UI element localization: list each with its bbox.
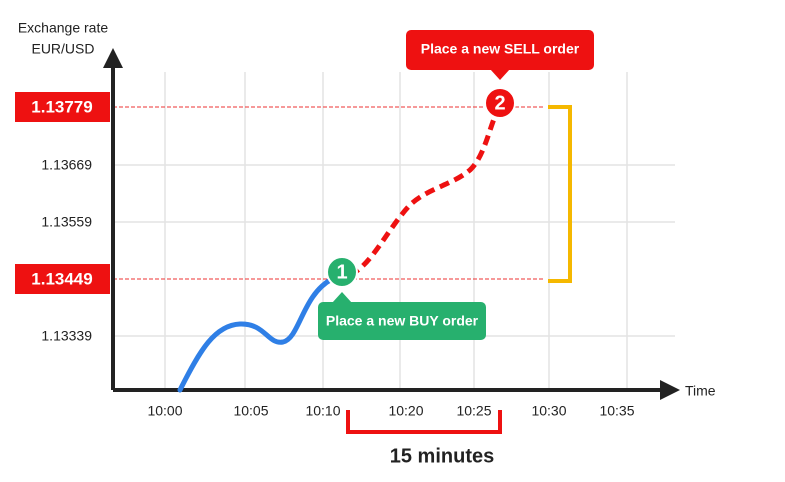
x-tick-label: 10:10: [305, 403, 340, 419]
callout-box: [406, 30, 594, 70]
x-tick-label: 10:25: [456, 403, 491, 419]
x-tick-label: 10:20: [388, 403, 423, 419]
callout-box: [318, 302, 486, 340]
step-marker: [484, 87, 516, 119]
x-tick-label: 10:35: [599, 403, 634, 419]
step-marker: [326, 256, 358, 288]
y-tick-label: 1.13559: [41, 214, 92, 230]
grid: [113, 72, 675, 390]
range-bracket: [548, 105, 572, 283]
y-tick-label: 1.13449: [31, 269, 92, 288]
y-tick-label: 1.13339: [41, 328, 92, 344]
x-tick-label: 10:05: [233, 403, 268, 419]
y-axis-label: Exchange rate: [18, 20, 108, 36]
forecast-line: [348, 104, 503, 278]
x-tick-label: 10:30: [531, 403, 566, 419]
time-bracket: [346, 410, 502, 434]
x-tick-label: 10:00: [147, 403, 182, 419]
y-axis-label: EUR/USD: [31, 41, 94, 57]
highlight-box: [15, 264, 110, 294]
price-line: [177, 276, 335, 393]
y-tick-label: 1.13779: [31, 97, 92, 116]
callout-pointer: [490, 69, 510, 80]
duration-label: 15 minutes: [390, 445, 494, 467]
highlight-box: [15, 92, 110, 122]
callout-text: Place a new SELL order: [421, 41, 580, 57]
buy-callout: Place a new BUY order 1: [318, 256, 486, 340]
x-axis-label: Time: [685, 383, 716, 399]
sell-callout: Place a new SELL order 2: [406, 30, 594, 119]
y-axis-arrow: [103, 48, 123, 68]
callout-text: Place a new BUY order: [326, 313, 479, 329]
callout-pointer: [332, 292, 352, 303]
y-tick-label: 1.13669: [41, 157, 92, 173]
step-number: 1: [336, 261, 347, 283]
step-number: 2: [494, 92, 505, 114]
x-axis-arrow: [660, 380, 680, 400]
